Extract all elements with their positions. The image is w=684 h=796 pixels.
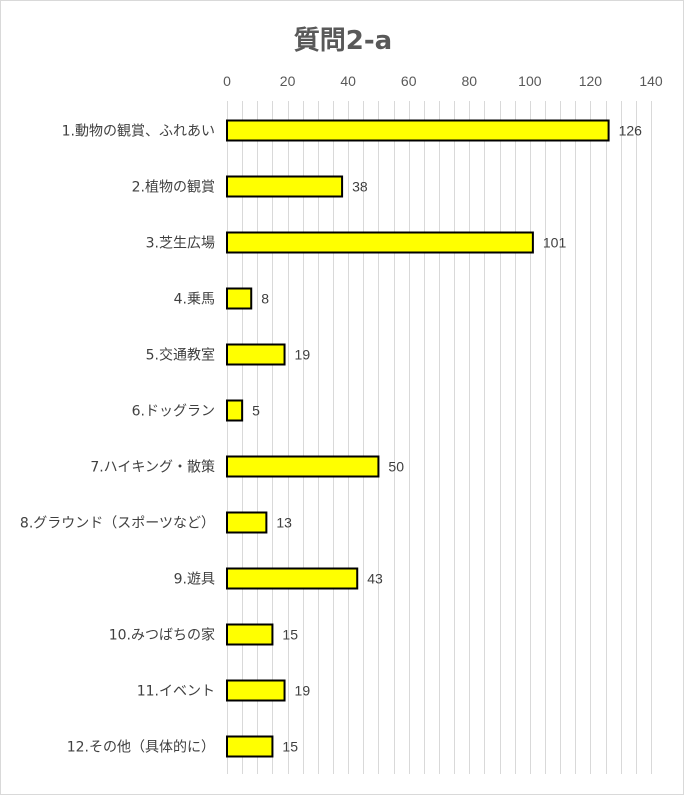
bar — [226, 343, 286, 366]
bar — [226, 119, 610, 142]
bar — [226, 399, 244, 422]
x-tick-label: 40 — [340, 73, 356, 89]
data-label: 15 — [282, 739, 298, 755]
bar — [226, 175, 344, 198]
x-tick-label: 60 — [401, 73, 417, 89]
x-axis-ticks: 0 20 40 60 80 100 120 140 — [223, 73, 663, 89]
data-label: 13 — [276, 515, 292, 531]
gridlines — [227, 101, 652, 774]
chart-title: 質問2-a — [294, 26, 392, 56]
x-tick-label: 100 — [518, 73, 542, 89]
data-label: 50 — [388, 459, 404, 475]
category-label: 6.ドッグラン — [132, 404, 215, 420]
category-label: 3.芝生広場 — [146, 236, 215, 252]
category-label: 1.動物の観賞、ふれあい — [62, 123, 215, 140]
bar — [226, 511, 268, 534]
category-label: 4.乗馬 — [174, 292, 215, 308]
category-label: 11.イベント — [137, 684, 215, 700]
data-label: 19 — [295, 347, 311, 363]
category-label: 2.植物の観賞 — [132, 179, 215, 196]
bar — [226, 735, 274, 758]
bar — [226, 455, 380, 478]
x-tick-label: 80 — [461, 73, 477, 89]
bar — [226, 567, 359, 590]
bar — [226, 679, 286, 702]
category-label: 5.交通教室 — [146, 347, 215, 364]
data-label: 8 — [261, 291, 269, 307]
data-label: 101 — [543, 235, 567, 251]
x-tick-label: 0 — [223, 73, 231, 89]
bar — [226, 623, 274, 646]
data-label: 126 — [619, 123, 643, 139]
x-tick-label: 120 — [579, 73, 603, 89]
x-tick-label: 20 — [280, 73, 296, 89]
data-label: 38 — [352, 179, 368, 195]
category-label: 12.その他（具体的に） — [67, 740, 215, 756]
category-label: 8.グラウンド（スポーツなど） — [20, 516, 215, 532]
data-labels: 126 38 101 8 19 5 50 13 43 15 19 15 — [252, 123, 642, 755]
x-tick-label: 140 — [639, 73, 663, 89]
data-label: 43 — [367, 571, 383, 587]
category-label: 10.みつばちの家 — [109, 627, 215, 644]
bars — [226, 119, 610, 758]
data-label: 5 — [252, 403, 260, 419]
bar — [226, 231, 534, 254]
category-labels: 1.動物の観賞、ふれあい 2.植物の観賞 3.芝生広場 4.乗馬 5.交通教室 6.ドッグ… — [20, 123, 215, 756]
data-label: 15 — [282, 627, 298, 643]
bar — [226, 287, 253, 310]
category-label: 7.ハイキング・散策 — [90, 459, 215, 476]
data-label: 19 — [295, 683, 311, 699]
category-label: 9.遊具 — [174, 572, 215, 588]
